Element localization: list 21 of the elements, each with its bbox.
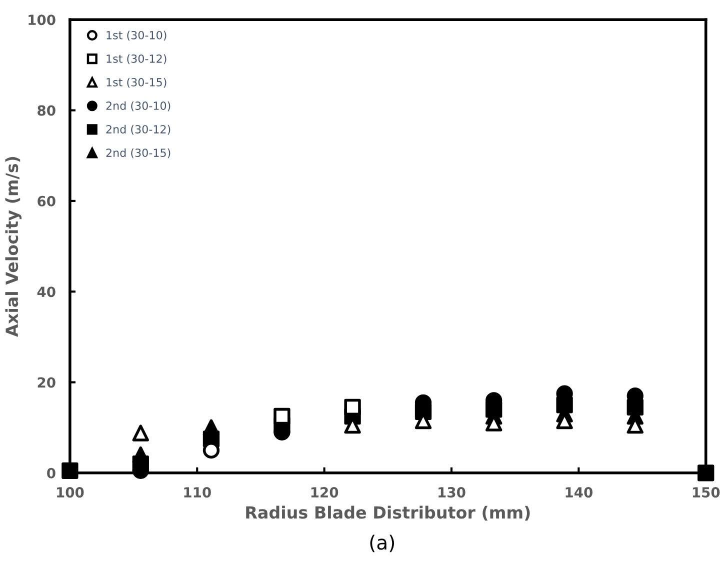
legend-label: 2nd (30-12) xyxy=(106,124,170,135)
y-tick-label: 20 xyxy=(38,377,56,388)
legend-label: 1st (30-12) xyxy=(106,54,166,64)
legend-label: 2nd (30-15) xyxy=(106,148,170,158)
x-tick-label: 140 xyxy=(566,487,593,498)
text: (a) xyxy=(370,534,394,552)
x-tick-label: 150 xyxy=(692,487,720,498)
y-tick-label: 0 xyxy=(47,468,56,478)
x-tick-label: 130 xyxy=(438,487,466,498)
x-tick-label: 120 xyxy=(311,487,338,498)
y-tick-label: 80 xyxy=(38,105,56,116)
y-tick-label: 60 xyxy=(38,196,56,206)
legend-label: 1st (30-10) xyxy=(106,30,166,41)
y-axis-title: Axial Velocity (m/s) xyxy=(5,157,22,337)
legend-label: 1st (30-15) xyxy=(106,78,166,88)
legend-label: 2nd (30-10) xyxy=(106,101,170,112)
y-tick-label: 100 xyxy=(28,14,56,26)
x-axis-title: Radius Blade Distributor (mm) xyxy=(246,506,530,521)
x-tick-label: 100 xyxy=(57,487,84,498)
y-tick-label: 40 xyxy=(37,286,56,298)
x-tick-label: 110 xyxy=(184,487,211,498)
